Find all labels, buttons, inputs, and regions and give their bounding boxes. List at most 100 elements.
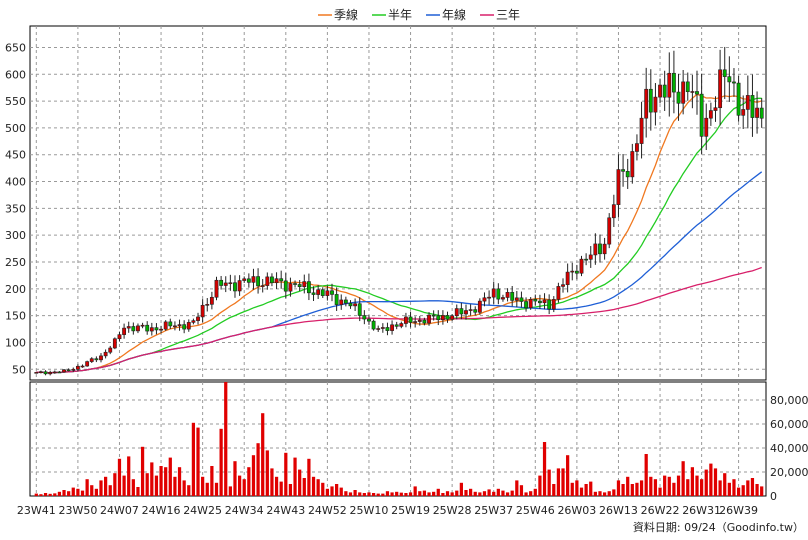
volume-tick-label: 40,000: [770, 442, 808, 455]
volume-bar: [103, 476, 108, 496]
candle-body: [630, 151, 635, 178]
volume-bar: [261, 413, 265, 496]
volume-bar: [99, 480, 103, 496]
volume-bar: [515, 480, 519, 496]
candle-body: [260, 285, 265, 287]
volume-bar: [108, 485, 112, 496]
candle-body: [325, 290, 330, 296]
candle-body: [681, 81, 686, 104]
volume-bar: [626, 476, 630, 496]
candle-body: [440, 315, 445, 321]
candle-body: [71, 369, 76, 371]
candle-body: [750, 95, 755, 118]
price-tick-label: 450: [5, 149, 26, 162]
candle-body: [755, 107, 759, 118]
candle-body: [367, 318, 371, 322]
volume-bar: [367, 492, 371, 496]
volume-bar: [579, 487, 584, 496]
candle-body: [635, 143, 639, 152]
volume-bar: [635, 482, 639, 496]
volume-bar: [570, 482, 574, 496]
volume-bar: [482, 491, 487, 496]
candle-body: [376, 328, 381, 330]
candle-body: [362, 315, 367, 320]
candle-body: [191, 320, 196, 323]
candle-body: [265, 276, 270, 286]
volume-bar: [644, 454, 648, 496]
candle-body: [408, 316, 413, 323]
candle-body: [561, 284, 565, 287]
volume-bar: [602, 492, 607, 496]
volume-bar: [164, 467, 168, 496]
candle-body: [496, 288, 501, 300]
volume-bar: [362, 493, 366, 496]
candle-body: [704, 117, 709, 137]
volume-bar: [80, 490, 85, 496]
price-tick-label: 100: [5, 336, 26, 349]
price-grid: [29, 25, 767, 381]
volume-bar: [468, 488, 473, 496]
volume-bar: [649, 476, 653, 496]
candle-body: [436, 315, 441, 321]
volume-bar: [311, 476, 316, 496]
volume-bar: [159, 466, 163, 496]
volume-bar: [547, 469, 551, 496]
candle-body: [311, 292, 316, 295]
candle-body: [233, 282, 237, 292]
volume-bar: [173, 476, 177, 496]
candle-body: [339, 299, 344, 305]
candle-body: [306, 281, 311, 294]
volume-bar: [168, 457, 172, 496]
candle-body: [482, 297, 487, 302]
volume-bar: [131, 479, 135, 496]
candle-body: [209, 296, 214, 305]
candle-body: [579, 258, 584, 274]
volume-bar: [501, 490, 505, 496]
volume-bar: [760, 486, 764, 496]
time-tick-label: 24W16: [142, 504, 181, 517]
volume-bar: [418, 491, 422, 496]
candle-body: [223, 282, 228, 286]
price-tick-label: 350: [5, 202, 26, 215]
candle-body: [422, 319, 427, 324]
volume-bar: [593, 491, 597, 496]
volume-tick-label: 80,000: [770, 394, 808, 407]
price-tick-label: 500: [5, 122, 26, 135]
candle-body: [745, 95, 750, 110]
volume-bar: [256, 443, 260, 496]
candle-body: [588, 254, 593, 260]
candle-body: [718, 69, 723, 109]
volume-bar: [71, 487, 75, 496]
volume-bar: [459, 482, 463, 496]
candle-body: [117, 334, 122, 340]
candle-body: [658, 84, 662, 98]
volume-bar: [62, 490, 66, 496]
volume-bar: [85, 479, 89, 496]
volume-bar: [621, 484, 625, 496]
candle-body: [404, 316, 408, 324]
volume-bar: [57, 491, 62, 496]
time-tick-label: 26W22: [641, 504, 680, 517]
price-tick-label: 650: [5, 41, 26, 54]
candle-body: [39, 371, 43, 374]
candle-body: [145, 324, 150, 332]
volume-bar: [736, 487, 741, 496]
volume-bar: [302, 478, 306, 496]
candle-body: [413, 321, 418, 323]
volume-bar: [224, 382, 228, 496]
volume-bar: [330, 486, 334, 496]
candle-body: [427, 314, 431, 324]
volume-bar: [122, 475, 126, 496]
price-axis: 50 100 150 200 250 300 350 400 450 500 550 600 650: [5, 41, 26, 376]
candle-body: [228, 282, 233, 285]
candle-body: [648, 88, 653, 113]
volume-bar: [700, 479, 704, 496]
candle-body: [598, 243, 602, 255]
candle-body: [417, 319, 422, 322]
volume-bar: [718, 480, 722, 496]
candle-body: [108, 347, 113, 353]
candle-body: [621, 169, 625, 172]
candle-body: [48, 372, 53, 375]
volume-bar: [704, 469, 708, 496]
time-tick-label: 24W43: [266, 504, 305, 517]
